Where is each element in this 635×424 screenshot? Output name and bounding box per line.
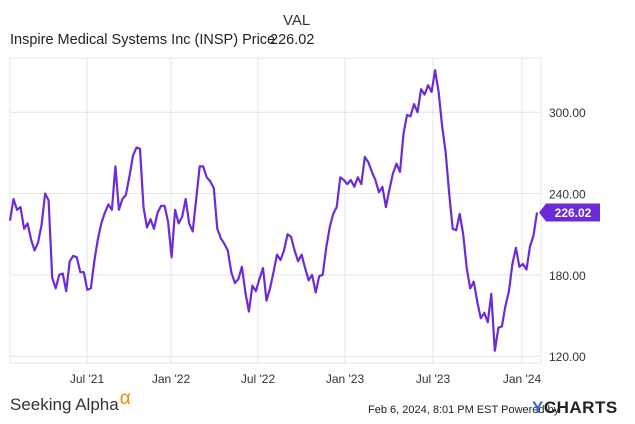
x-tick-label: Jan '23	[326, 372, 365, 386]
price-line	[8, 69, 539, 352]
y-tick-label: 300.00	[549, 106, 586, 120]
last-value-label: 226.02	[555, 206, 592, 220]
alpha-icon: α	[119, 388, 131, 409]
legend-header: VAL	[283, 12, 311, 29]
series-value-label: 226.02	[270, 32, 315, 48]
series-name-label: Inspire Medical Systems Inc (INSP) Price	[10, 32, 276, 48]
plot-frame	[9, 57, 542, 364]
last-value-tag: 226.02	[539, 203, 600, 222]
x-tick-label: Jul '21	[70, 372, 105, 386]
last-value-box	[539, 203, 600, 222]
grid-lines	[9, 57, 542, 364]
seeking-alpha-text: Seeking Alpha	[10, 395, 119, 414]
y-axis-ticks: 120.00 180.00 240.00 300.00	[549, 106, 586, 364]
powered-by: Powered by	[501, 404, 560, 416]
x-axis-ticks: Jul '21 Jan '22 Jul '22 Jan '23 Jul '23 Jan '…	[70, 372, 542, 386]
x-tick-label: Jan '22	[152, 372, 191, 386]
seeking-alpha-logo: Seeking Alphaα	[10, 388, 131, 416]
x-tick-label: Jul '23	[416, 372, 451, 386]
ycharts-logo: YCHARTS	[532, 398, 618, 418]
footer-credit: Feb 6, 2024, 8:01 PM EST Powered by	[368, 404, 559, 416]
y-tick-label: 120.00	[549, 350, 586, 364]
series-layer	[8, 69, 539, 352]
x-tick-label: Jan '24	[503, 372, 542, 386]
y-tick-label: 240.00	[549, 188, 586, 202]
ycharts-y-mark: Y	[532, 398, 544, 417]
y-tick-label: 180.00	[549, 269, 586, 283]
x-tick-label: Jul '22	[241, 372, 276, 386]
ycharts-text: CHARTS	[543, 398, 618, 417]
timestamp: Feb 6, 2024, 8:01 PM EST	[368, 404, 499, 416]
